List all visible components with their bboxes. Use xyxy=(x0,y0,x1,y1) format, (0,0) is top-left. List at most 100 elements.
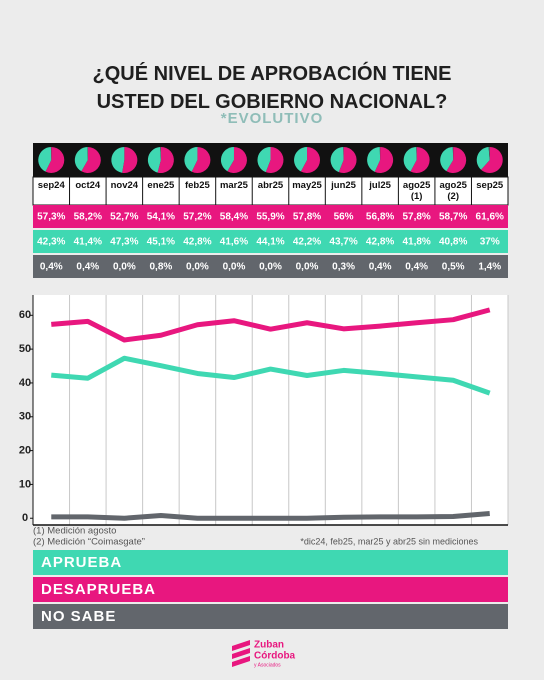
value-label: 45,1% xyxy=(147,237,175,248)
pie-wedge xyxy=(265,147,284,173)
value-label: 0,4% xyxy=(40,262,63,273)
value-label: 52,7% xyxy=(110,212,138,223)
value-label: 41,4% xyxy=(74,237,102,248)
pie-wedge xyxy=(74,147,88,172)
value-label: 0,3% xyxy=(332,262,355,273)
value-label: 1,4% xyxy=(478,262,501,273)
pie-wedge xyxy=(157,147,174,173)
legend-swatch xyxy=(33,577,508,602)
value-label: 0,0% xyxy=(223,262,246,273)
pie-wedge xyxy=(300,147,321,173)
value-label: 61,6% xyxy=(476,212,504,223)
chart-subtitle: *EVOLUTIVO xyxy=(220,110,324,127)
pie-wedge xyxy=(338,147,357,173)
pie-wedge xyxy=(410,147,430,173)
x-tick-label: sep25 xyxy=(476,180,504,191)
value-label: 0,0% xyxy=(296,262,319,273)
pie-wedge xyxy=(147,147,161,173)
pie-wedge xyxy=(481,147,503,174)
value-label: 0,0% xyxy=(186,262,209,273)
value-label: 56% xyxy=(334,212,354,223)
value-label: 40,8% xyxy=(439,237,467,248)
x-tick-label: sep24 xyxy=(37,180,65,191)
value-label: 42,8% xyxy=(183,237,211,248)
x-tick-label: jul25 xyxy=(369,180,391,191)
pie-wedge xyxy=(184,147,198,172)
note: (2) Medición “Coimasgate” xyxy=(33,537,145,548)
logo-stripe xyxy=(232,648,250,659)
pie-wedge xyxy=(294,147,308,172)
value-label: 43,7% xyxy=(329,237,357,248)
y-tick-label: 30 xyxy=(19,411,31,423)
chart-title: ¿QUÉ NIVEL DE APROBACIÓN TIENE USTED DEL… xyxy=(92,63,452,113)
x-tick-label: feb25 xyxy=(184,180,210,191)
x-tick-label: jun25 xyxy=(331,180,356,191)
pie-wedge xyxy=(122,147,138,173)
value-label: 0,4% xyxy=(405,262,428,273)
pie-wedge xyxy=(440,147,454,172)
legend-swatch xyxy=(33,604,508,629)
value-label: 57,8% xyxy=(293,212,321,223)
value-label: 54,1% xyxy=(147,212,175,223)
value-label: 57,2% xyxy=(183,212,211,223)
value-label: 37% xyxy=(480,237,500,248)
value-label: 42,8% xyxy=(366,237,394,248)
legend-swatch xyxy=(33,550,508,575)
value-label: 58,7% xyxy=(439,212,467,223)
value-label: 41,6% xyxy=(220,237,248,248)
series-line xyxy=(51,307,491,343)
y-tick-label: 60 xyxy=(19,309,31,321)
pie-wedge xyxy=(330,147,344,173)
y-tick-label: 50 xyxy=(19,343,31,355)
x-tick-label: ene25 xyxy=(147,180,175,191)
value-label: 57,8% xyxy=(402,212,430,223)
x-tick-label: oct24 xyxy=(75,180,101,191)
pie-wedge xyxy=(227,147,247,173)
value-label: 42,3% xyxy=(37,237,65,248)
y-tick-label: 40 xyxy=(19,377,31,389)
y-tick-label: 0 xyxy=(22,512,28,524)
legend-label: DESAPRUEBA xyxy=(41,581,156,598)
table-row xyxy=(33,205,508,228)
value-label: 0,0% xyxy=(113,262,136,273)
pie-wedge xyxy=(257,147,271,173)
value-label: 0,8% xyxy=(149,262,172,273)
legend-label: APRUEBA xyxy=(41,554,122,571)
value-label: 56,8% xyxy=(366,212,394,223)
x-tick-label: may25 xyxy=(292,180,322,191)
pie-wedge xyxy=(38,147,52,172)
pie-wedge xyxy=(488,147,490,160)
x-tick-label: abr25 xyxy=(257,180,284,191)
pie-wedge xyxy=(476,147,490,170)
value-label: 44,1% xyxy=(256,237,284,248)
value-label: 42,2% xyxy=(293,237,321,248)
value-label: 41,8% xyxy=(402,237,430,248)
pie-wedge xyxy=(446,147,467,173)
pie-wedge xyxy=(160,147,161,160)
pie-wedge xyxy=(374,147,394,173)
series-line xyxy=(51,355,491,396)
pie-wedge xyxy=(111,147,125,173)
value-label: 0,4% xyxy=(76,262,99,273)
pie-wedge xyxy=(367,147,381,172)
y-tick-label: 20 xyxy=(19,444,31,456)
legend-label: NO SABE xyxy=(41,608,116,625)
pie-wedge xyxy=(45,147,65,174)
label-row xyxy=(32,176,509,206)
value-label: 0,5% xyxy=(442,262,465,273)
value-label: 58,4% xyxy=(220,212,248,223)
logo-text: Zuban xyxy=(254,640,284,651)
y-tick-label: 10 xyxy=(19,478,31,490)
series-line xyxy=(51,511,490,521)
note: (1) Medición agosto xyxy=(33,526,116,537)
value-label: 55,9% xyxy=(256,212,284,223)
x-tick-label: ago25 (1) xyxy=(402,180,431,202)
logo-stripe xyxy=(232,656,250,667)
x-tick-label: mar25 xyxy=(219,180,248,191)
logo-stripe xyxy=(232,640,250,651)
pie-wedge xyxy=(220,147,234,172)
table-row xyxy=(33,230,508,253)
value-label: 58,2% xyxy=(74,212,102,223)
